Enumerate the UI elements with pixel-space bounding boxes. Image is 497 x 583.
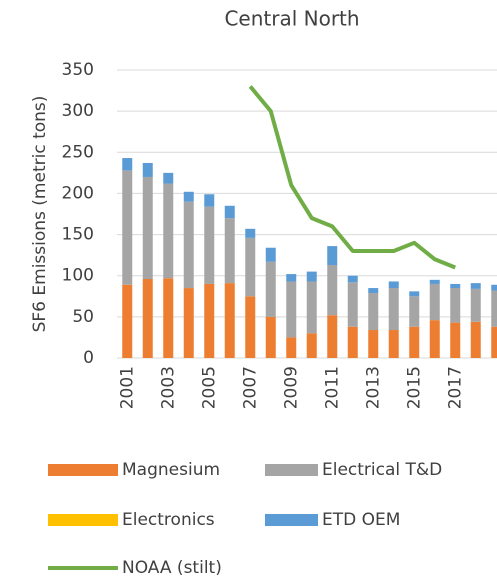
bar-segment (245, 237, 256, 297)
bar-segment (429, 279, 440, 284)
y-tick-label: 350 (62, 60, 94, 80)
y-tick-label: 250 (62, 142, 94, 162)
x-tick-label: 2009 (281, 366, 301, 409)
x-tick-label: 2003 (158, 366, 178, 409)
bar-segment (163, 172, 174, 184)
legend-swatch (265, 514, 318, 526)
bar-segment (163, 183, 174, 279)
bar-segment (450, 322, 461, 358)
x-tick-label: 2011 (322, 366, 342, 409)
bar-segment (388, 281, 399, 289)
x-tick-label: 2001 (117, 366, 137, 409)
bar-segment (450, 288, 461, 323)
bar-segment (327, 315, 338, 358)
bar-segment (245, 296, 256, 358)
bar-segment (142, 176, 153, 280)
bar-segment (347, 275, 358, 283)
bar-segment (224, 283, 235, 358)
bar-segment (204, 283, 215, 358)
bar-segment (142, 279, 153, 358)
bar-segment (470, 288, 481, 322)
bar-segment (388, 288, 399, 331)
bar-segment (429, 283, 440, 321)
x-tick-label: 2007 (240, 366, 260, 409)
legend-label: Electronics (122, 510, 215, 530)
legend-swatch (48, 514, 118, 526)
bar-segment (183, 201, 194, 289)
bar-segment (470, 321, 481, 358)
bar-segment (224, 218, 235, 284)
bar-segment (409, 296, 420, 327)
bar-segment (142, 162, 153, 177)
bar-segment (245, 228, 256, 238)
bar-segment (327, 265, 338, 316)
bar-segment (265, 261, 276, 317)
bar-segment (388, 330, 399, 358)
y-tick-label: 100 (62, 266, 94, 286)
bar-segment (306, 281, 317, 334)
legend-label: Magnesium (122, 460, 220, 480)
bar-segment (347, 326, 358, 358)
bar-segment (122, 284, 133, 358)
y-tick-label: 300 (62, 101, 94, 121)
legend-swatch (265, 464, 318, 476)
bar-segment (347, 282, 358, 327)
bar-segment (491, 290, 497, 327)
x-tick-label: 2013 (363, 366, 383, 409)
y-tick-label: 200 (62, 183, 94, 203)
bar-segment (368, 288, 379, 293)
legend-swatch (48, 464, 118, 476)
bar-segment (204, 194, 215, 207)
bar-segment (122, 170, 133, 285)
bar-segment (265, 247, 276, 262)
bar-segment (265, 316, 276, 358)
bar-segment (491, 284, 497, 291)
bar-segment (286, 274, 297, 282)
bar-segment (429, 320, 440, 358)
bar-segment (409, 291, 420, 297)
y-tick-label: 0 (83, 348, 94, 368)
bar-segment (122, 158, 133, 171)
bar-segment (306, 333, 317, 358)
y-tick-label: 50 (72, 307, 94, 327)
line-series (248, 85, 456, 270)
chart-title: Central North (224, 7, 359, 31)
bar-segment (163, 278, 174, 358)
legend-label: ETD OEM (322, 510, 400, 530)
bar-segment (204, 206, 215, 284)
x-tick-label: 2017 (445, 366, 465, 409)
y-tick-label: 150 (62, 225, 94, 245)
bar-segment (409, 326, 420, 358)
bar-segment (224, 205, 235, 219)
x-tick-label: 2005 (199, 366, 219, 409)
legend-label: NOAA (stilt) (122, 558, 222, 578)
legend-label: Electrical T&D (322, 460, 442, 480)
bar-segment (327, 246, 338, 266)
bar-segment (183, 191, 194, 202)
bar-segment (286, 281, 297, 338)
bar-segment (368, 292, 379, 331)
y-axis-label: SF6 Emissions (metric tons) (30, 96, 50, 333)
bar-segment (368, 330, 379, 358)
x-tick-label: 2015 (404, 366, 424, 409)
bar-segment (491, 326, 497, 358)
bar-segment (306, 271, 317, 282)
bar-segment (286, 337, 297, 358)
bar-segment (470, 283, 481, 289)
bar-segment (450, 283, 461, 289)
bar-segment (183, 288, 194, 358)
